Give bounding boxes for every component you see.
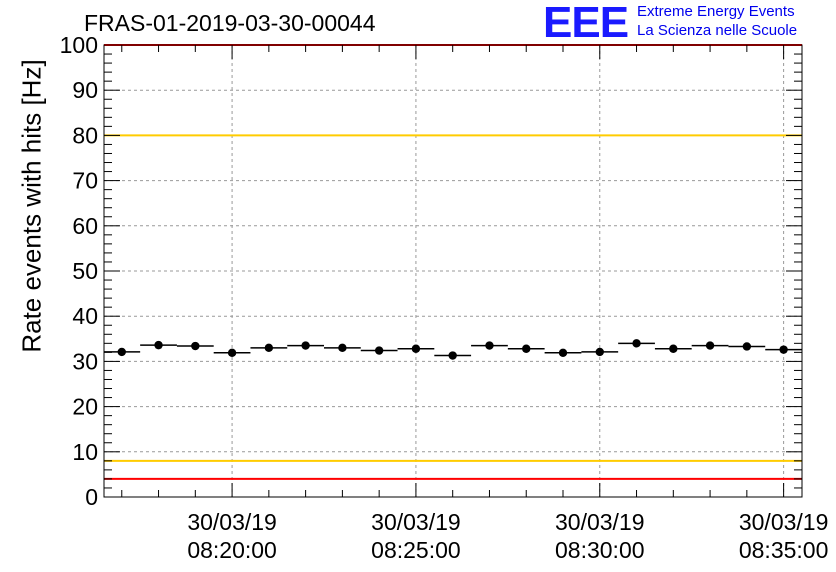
y-tick-label: 30 — [72, 348, 98, 374]
data-point — [448, 351, 457, 360]
eee-logo: EEE — [543, 0, 629, 47]
data-point — [522, 344, 531, 353]
data-point — [705, 341, 715, 350]
chart-title: FRAS-01-2019-03-30-00044 — [84, 10, 376, 36]
data-point — [558, 348, 568, 358]
x-tick-time: 08:35:00 — [739, 537, 829, 563]
y-tick-label: 70 — [72, 168, 98, 194]
y-tick-label: 80 — [72, 122, 98, 148]
data-point — [742, 342, 752, 351]
x-tick-date: 30/03/19 — [371, 509, 461, 535]
data-point — [595, 347, 604, 357]
y-tick-label: 50 — [72, 258, 98, 284]
data-point — [154, 340, 163, 350]
data-series — [104, 339, 802, 360]
y-tick-label: 90 — [72, 77, 98, 103]
y-tick-label: 10 — [72, 439, 98, 465]
data-point — [301, 341, 310, 350]
data-point — [411, 344, 421, 353]
y-tick-label: 60 — [72, 213, 98, 239]
data-point — [485, 341, 494, 350]
reference-lines — [104, 44, 802, 480]
data-point — [117, 347, 126, 357]
x-tick-time: 08:20:00 — [187, 537, 277, 563]
axes — [103, 44, 803, 498]
x-tick-date: 30/03/19 — [739, 509, 829, 535]
data-point — [779, 345, 788, 354]
x-tick-date: 30/03/19 — [187, 509, 277, 535]
data-point — [669, 344, 678, 353]
plot-frame — [103, 44, 803, 498]
logo-text: Extreme Energy Events La Scienza nelle S… — [637, 2, 797, 40]
data-point — [632, 339, 641, 348]
x-tick-time: 08:30:00 — [555, 537, 645, 563]
tick-labels: 010203040506070809010030/03/1908:20:0030… — [60, 32, 829, 563]
data-point — [264, 343, 274, 353]
y-tick-label: 100 — [60, 32, 98, 58]
y-tick-label: 0 — [85, 484, 98, 510]
data-point — [191, 341, 200, 351]
data-point — [374, 346, 384, 355]
x-tick-date: 30/03/19 — [555, 509, 645, 535]
y-tick-label: 40 — [72, 303, 98, 329]
logo-line-2: La Scienza nelle Scuole — [637, 22, 798, 39]
grid — [104, 45, 802, 497]
data-point — [338, 343, 347, 353]
x-tick-time: 08:25:00 — [371, 537, 461, 563]
y-tick-label: 20 — [72, 394, 98, 420]
data-point — [227, 348, 237, 358]
logo-line-1: Extreme Energy Events — [637, 3, 795, 20]
